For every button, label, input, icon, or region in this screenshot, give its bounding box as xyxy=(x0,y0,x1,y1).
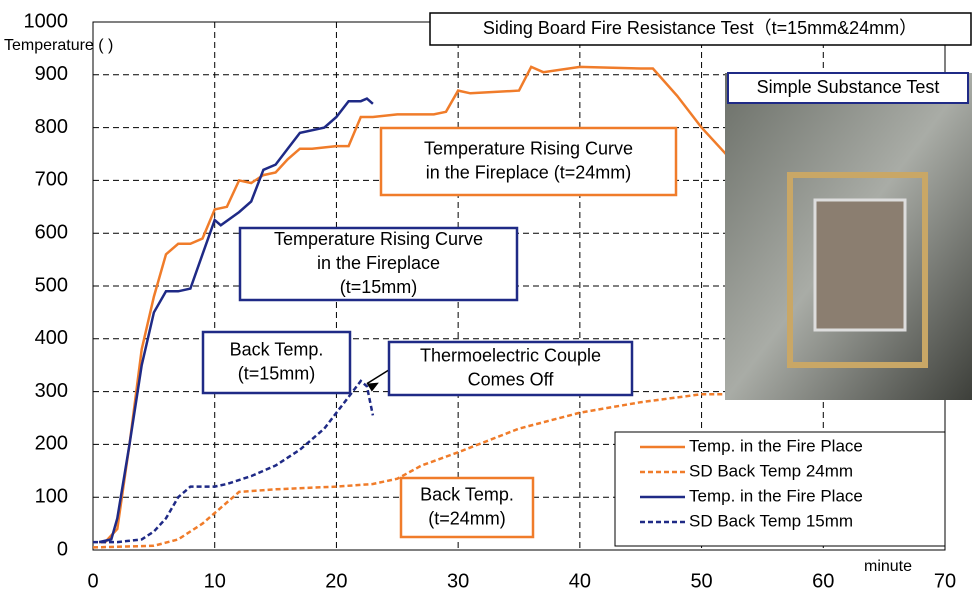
y-tick-label: 800 xyxy=(35,116,68,138)
series-line xyxy=(93,379,375,544)
annotation-text: in the Fireplace (t=24mm) xyxy=(426,162,632,182)
x-tick-label: 70 xyxy=(934,570,956,592)
annotation-box xyxy=(238,226,519,302)
annotation-box xyxy=(201,330,352,395)
annotation-text: Thermoelectric Couple xyxy=(420,345,601,365)
x-tick-label: 0 xyxy=(87,570,98,592)
annotation-text: (t=15mm) xyxy=(238,363,316,383)
series-line xyxy=(99,65,740,544)
photo-frame xyxy=(787,172,928,368)
y-tick-label: 400 xyxy=(35,327,68,349)
x-tick-label: 30 xyxy=(447,570,469,592)
x-tick-label: 10 xyxy=(204,570,226,592)
y-tick-label: 600 xyxy=(35,221,68,243)
annotation-text: in the Fireplace xyxy=(317,253,440,273)
y-axis-label: Temperature ( ) xyxy=(4,37,113,54)
legend-label: SD Back Temp 15mm xyxy=(689,511,853,530)
y-tick-label: 300 xyxy=(35,380,68,402)
photo-label-box xyxy=(727,72,969,104)
annotation-box xyxy=(379,126,678,197)
annotation-text: Back Temp. xyxy=(230,339,324,359)
x-axis-label: minute xyxy=(864,558,912,575)
y-tick-label: 900 xyxy=(35,63,68,85)
x-tick-label: 40 xyxy=(569,570,591,592)
annotation-text: (t=24mm) xyxy=(428,508,506,528)
annotation-box xyxy=(387,340,634,397)
photo-panel xyxy=(813,198,907,332)
x-tick-label: 60 xyxy=(812,570,834,592)
chart-title: Siding Board Fire Resistance Test（t=15mm… xyxy=(483,18,917,38)
y-tick-label: 1000 xyxy=(24,10,69,32)
legend-box xyxy=(614,431,946,547)
series-line xyxy=(98,97,374,544)
x-tick-label: 50 xyxy=(690,570,712,592)
y-tick-label: 200 xyxy=(35,433,68,455)
series-line xyxy=(92,392,726,549)
annotation-text: (t=15mm) xyxy=(340,277,418,297)
y-tick-label: 700 xyxy=(35,169,68,191)
annotation-box xyxy=(399,476,535,539)
annotation-text: Back Temp. xyxy=(420,484,514,504)
legend-label: Temp. in the Fire Place xyxy=(689,486,863,505)
x-tick-label: 20 xyxy=(325,570,347,592)
annotation-arrowhead xyxy=(366,382,379,392)
annotation-text: Comes Off xyxy=(468,369,555,389)
y-tick-label: 100 xyxy=(35,485,68,507)
legend-label: SD Back Temp 24mm xyxy=(689,461,853,480)
y-tick-label: 0 xyxy=(57,538,68,560)
annotation-text: Temperature Rising Curve xyxy=(274,229,483,249)
title-box xyxy=(429,12,972,46)
y-tick-label: 500 xyxy=(35,274,68,296)
legend-label: Temp. in the Fire Place xyxy=(689,436,863,455)
annotation-text: Temperature Rising Curve xyxy=(424,138,633,158)
photo-label: Simple Substance Test xyxy=(757,77,940,97)
